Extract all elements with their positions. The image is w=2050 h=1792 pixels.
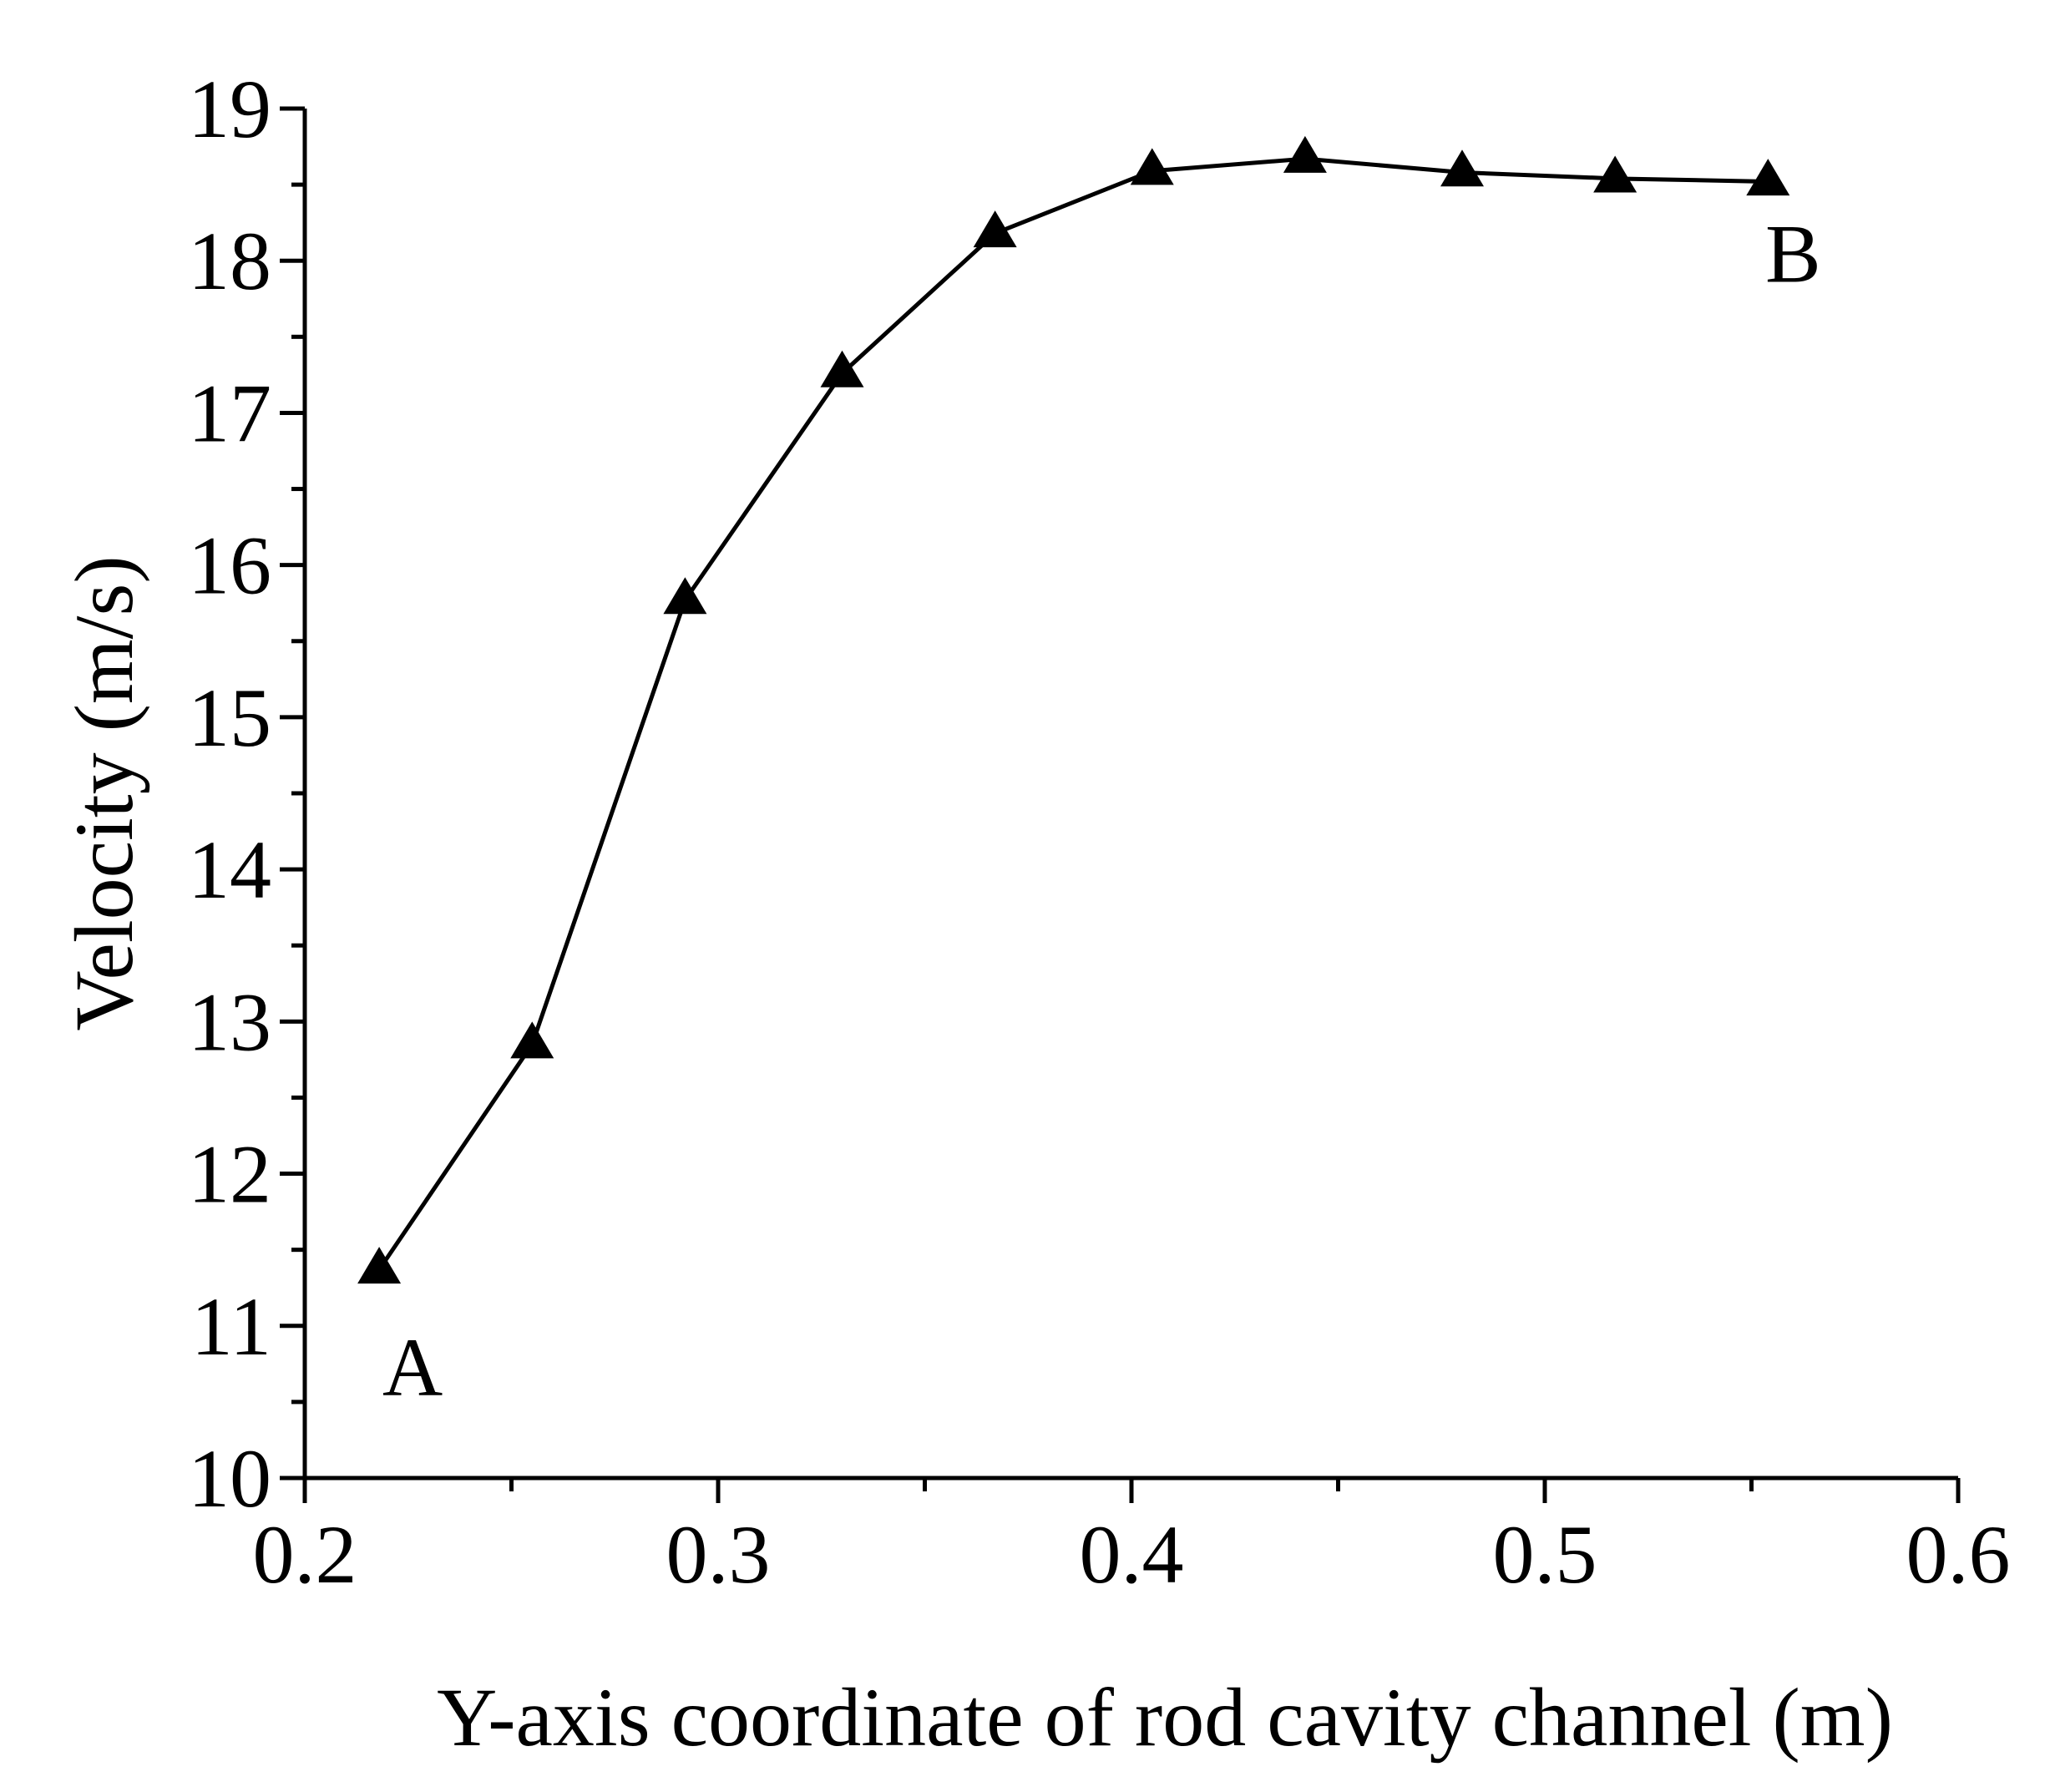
data-point-marker [1746, 159, 1790, 196]
series-line [377, 156, 1769, 1271]
y-tick-label: 10 [188, 1432, 271, 1525]
annotations: AB [382, 207, 1821, 1413]
y-tick-label: 12 [188, 1128, 271, 1221]
point-annotation-b: B [1765, 207, 1821, 300]
x-tick-label: 0.4 [1080, 1508, 1184, 1601]
series [357, 135, 1790, 1284]
y-tick-label: 14 [188, 823, 271, 916]
y-tick-label: 13 [188, 975, 271, 1068]
y-tick-label: 17 [188, 367, 271, 459]
y-tick-label: 15 [188, 671, 271, 764]
data-point-marker [1593, 155, 1637, 193]
data-point-marker [973, 210, 1017, 248]
x-tick-label: 0.6 [1906, 1508, 2011, 1601]
axes [302, 109, 1958, 1481]
y-tick-label: 19 [188, 63, 271, 155]
data-point-marker [1283, 135, 1327, 173]
x-axis-title: Y-axis coordinate of rod cavity channel … [437, 1671, 1893, 1764]
data-point-marker [357, 1247, 402, 1284]
data-point-marker [1440, 149, 1484, 187]
data-point-marker [510, 1021, 554, 1059]
y-tick-label: 18 [188, 215, 271, 307]
data-point-marker [820, 350, 864, 387]
point-annotation-a: A [382, 1320, 443, 1413]
data-point-marker [1130, 148, 1174, 185]
y-tick-label: 11 [191, 1280, 271, 1373]
data-point-marker [663, 577, 707, 615]
x-tick-label: 0.3 [666, 1508, 771, 1601]
y-ticks: 10 11 12 13 14 15 16 17 18 19 [188, 63, 305, 1525]
x-ticks: 0.2 0.3 0.4 0.5 0.6 [253, 1478, 2011, 1601]
y-axis-title: Velocity (m/s) [58, 555, 150, 1030]
x-tick-label: 0.2 [253, 1508, 357, 1601]
x-tick-label: 0.5 [1493, 1508, 1597, 1601]
y-tick-label: 16 [188, 519, 271, 612]
